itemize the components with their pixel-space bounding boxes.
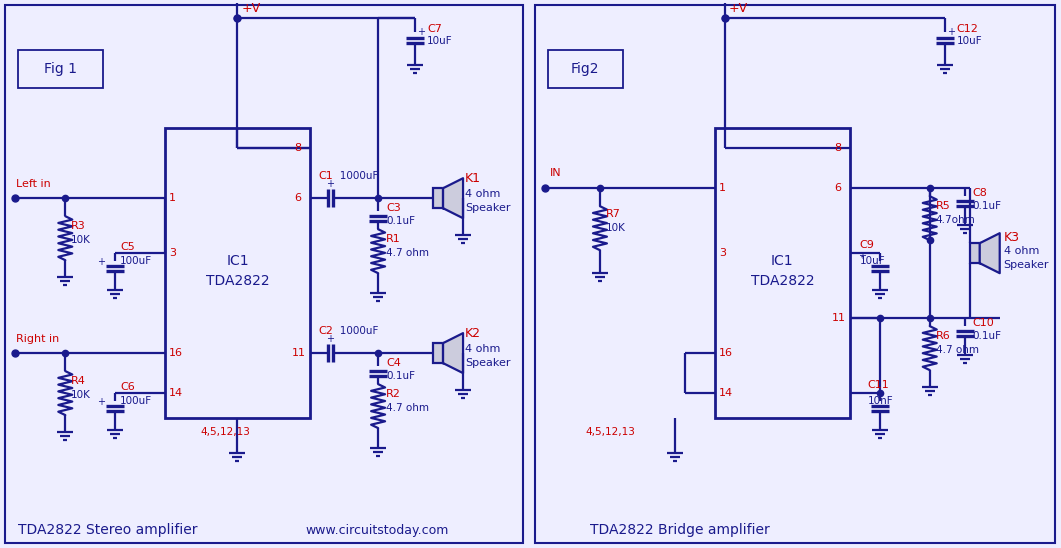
Text: +: + [417, 27, 425, 37]
Text: R4: R4 [71, 376, 86, 386]
Text: 1000uF: 1000uF [330, 171, 379, 181]
Text: 4.7ohm: 4.7ohm [936, 215, 975, 225]
Bar [166, 128, 310, 418]
Text: 4,5,12,13: 4,5,12,13 [585, 427, 634, 437]
Text: +V: +V [729, 2, 748, 15]
Text: R7: R7 [606, 209, 621, 219]
Text: 10uF: 10uF [957, 36, 982, 47]
Text: C3: C3 [386, 203, 401, 213]
Bar [970, 243, 979, 263]
Text: R5: R5 [936, 201, 951, 211]
Text: 11: 11 [832, 313, 846, 323]
Text: C5: C5 [120, 242, 135, 252]
Text: Right in: Right in [16, 334, 59, 344]
Bar [18, 50, 103, 88]
Text: 10uF: 10uF [859, 256, 886, 266]
Text: R6: R6 [936, 331, 951, 341]
Text: TDA2822: TDA2822 [750, 274, 814, 288]
Text: 4 ohm: 4 ohm [465, 344, 501, 354]
Text: 16: 16 [719, 348, 733, 358]
Text: IC1: IC1 [771, 254, 794, 268]
Text: C2: C2 [318, 326, 333, 336]
Text: 14: 14 [719, 388, 733, 398]
Text: C1: C1 [318, 171, 333, 181]
Text: 8: 8 [834, 143, 841, 153]
Text: C9: C9 [859, 240, 874, 250]
Text: 4 ohm: 4 ohm [1004, 246, 1039, 256]
Text: +: + [946, 27, 955, 37]
Text: Speaker: Speaker [465, 358, 510, 368]
Text: R1: R1 [386, 234, 401, 244]
Text: 10nF: 10nF [868, 396, 893, 406]
Text: C8: C8 [973, 188, 988, 198]
Text: 8: 8 [294, 143, 301, 153]
Polygon shape [979, 233, 999, 273]
Text: K3: K3 [1004, 231, 1020, 244]
Polygon shape [443, 333, 463, 373]
Text: 4.7 ohm: 4.7 ohm [936, 345, 978, 355]
Text: Fig2: Fig2 [571, 62, 599, 76]
Text: Left in: Left in [16, 179, 51, 189]
Text: 0.1uF: 0.1uF [386, 371, 415, 381]
Text: 4,5,12,13: 4,5,12,13 [201, 427, 250, 437]
Text: 6: 6 [834, 183, 840, 193]
Text: IC1: IC1 [226, 254, 249, 268]
Text: Fig 1: Fig 1 [44, 62, 76, 76]
Text: 1: 1 [719, 183, 726, 193]
Text: Speaker: Speaker [465, 203, 510, 213]
Text: www.circuitstoday.com: www.circuitstoday.com [306, 523, 449, 536]
Text: K2: K2 [465, 327, 481, 340]
Text: TDA2822 Bridge amplifier: TDA2822 Bridge amplifier [590, 523, 769, 537]
Text: R2: R2 [386, 389, 401, 399]
Text: 0.1uF: 0.1uF [973, 331, 1002, 341]
Bar [433, 188, 443, 208]
Text: C4: C4 [386, 358, 401, 368]
Bar [433, 343, 443, 363]
Text: C11: C11 [868, 380, 889, 390]
Text: +V: +V [241, 2, 260, 15]
Text: 16: 16 [169, 348, 184, 358]
Bar [5, 5, 523, 543]
Text: 100uF: 100uF [120, 256, 153, 266]
Text: +: + [98, 257, 105, 267]
Text: TDA2822 Stereo amplifier: TDA2822 Stereo amplifier [18, 523, 197, 537]
Text: 1000uF: 1000uF [330, 326, 379, 336]
Text: 0.1uF: 0.1uF [973, 201, 1002, 211]
Text: 10K: 10K [71, 235, 91, 245]
Text: 4.7 ohm: 4.7 ohm [386, 403, 429, 413]
Text: 100uF: 100uF [120, 396, 153, 406]
Text: TDA2822: TDA2822 [206, 274, 269, 288]
Text: 3: 3 [719, 248, 726, 258]
Bar [715, 128, 850, 418]
Text: IN: IN [550, 168, 561, 178]
Text: C10: C10 [973, 318, 994, 328]
Text: 10uF: 10uF [428, 36, 453, 47]
Text: R3: R3 [71, 221, 86, 231]
Text: C12: C12 [957, 24, 978, 35]
Text: 10K: 10K [606, 223, 626, 233]
Text: 4.7 ohm: 4.7 ohm [386, 248, 429, 258]
Text: +: + [326, 334, 334, 344]
Text: 4 ohm: 4 ohm [465, 189, 501, 199]
Text: 3: 3 [169, 248, 176, 258]
Polygon shape [443, 178, 463, 218]
Text: C7: C7 [428, 24, 442, 35]
Bar [547, 50, 623, 88]
Bar [535, 5, 1055, 543]
Text: 6: 6 [294, 193, 301, 203]
Text: +: + [98, 397, 105, 407]
Text: 10K: 10K [71, 390, 91, 400]
Text: 14: 14 [169, 388, 184, 398]
Text: +: + [857, 251, 866, 261]
Text: C6: C6 [120, 382, 135, 392]
Text: +: + [326, 179, 334, 189]
Text: 11: 11 [292, 348, 307, 358]
Text: 1: 1 [169, 193, 176, 203]
Text: 0.1uF: 0.1uF [386, 216, 415, 226]
Text: Speaker: Speaker [1004, 260, 1049, 270]
Text: K1: K1 [465, 172, 481, 185]
